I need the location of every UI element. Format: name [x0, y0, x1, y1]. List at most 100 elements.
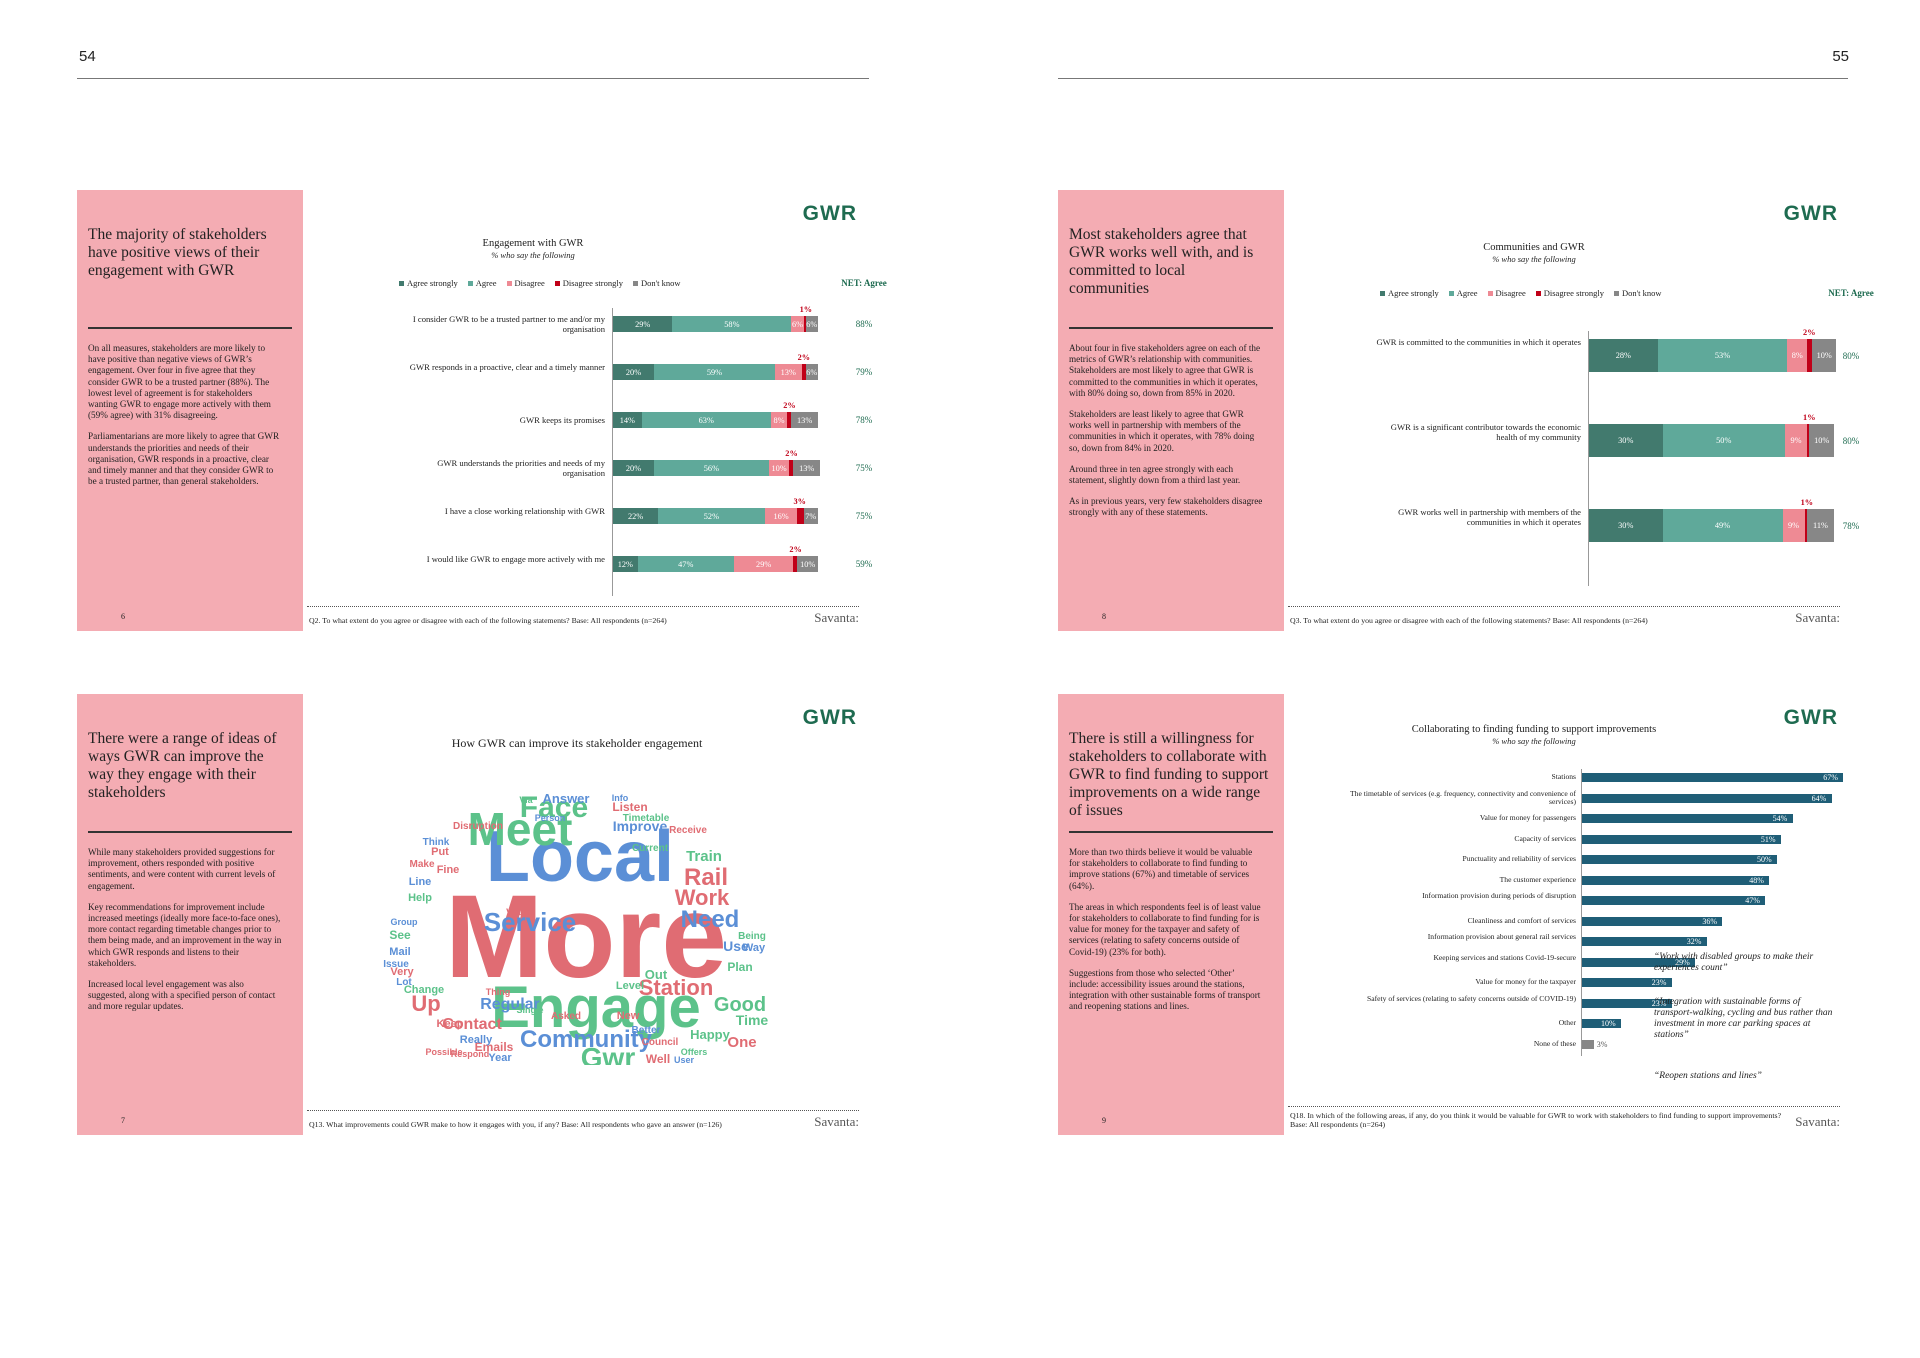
bar: [1582, 773, 1844, 782]
bar-value-label: 2%: [789, 545, 802, 554]
bar-value-label: 1%: [799, 305, 813, 314]
bar-segment: [789, 460, 794, 476]
word-cloud-word: Single: [516, 1005, 543, 1015]
divider: [88, 831, 292, 833]
bar-value-label: 51%: [1760, 834, 1776, 844]
category-label: Cleanliness and comfort of services: [1467, 915, 1576, 925]
chart-title: Collaborating to finding funding to supp…: [1411, 724, 1657, 735]
bar-value-label: 23%: [1651, 978, 1667, 987]
quote: “Reopen stations and lines”: [1654, 1071, 1762, 1081]
bar-value-label: 47%: [1745, 896, 1760, 905]
bar-segment: 13%: [791, 412, 818, 428]
body-paragraph: Key recommendations for improvement incl…: [88, 901, 282, 968]
word-cloud-word: Way: [743, 942, 766, 954]
slide-number: 9: [1102, 1116, 1106, 1125]
chart-legend: Agree strongly Agree Disagree Disagree stro…: [399, 278, 691, 288]
net-agree-header: NET: Agree: [841, 278, 887, 288]
bar: [1582, 916, 1723, 926]
bar: [1582, 855, 1777, 864]
word-cloud-word: Offers: [681, 1047, 708, 1057]
bar-segment: 56%: [654, 460, 769, 476]
net-agree-header: NET: Agree: [1828, 288, 1874, 298]
slide-6: The majority of stakeholders have positi…: [77, 190, 887, 631]
bar-value-label: 48%: [1749, 875, 1764, 885]
slide-heading: Most stakeholders agree that GWR works w…: [1069, 226, 1254, 297]
category-label: None of these: [1533, 1038, 1576, 1048]
legend-swatch: [632, 281, 638, 286]
bar-value-label: 36%: [1702, 916, 1718, 926]
slide-number: 7: [121, 1116, 125, 1125]
footnote: Q18. In which of the following areas, if…: [1290, 1111, 1782, 1129]
gwr-logo: GWR: [1783, 706, 1838, 729]
bar-value-label: 2%: [785, 449, 798, 458]
category-label: Safety of services (relating to safety c…: [1367, 993, 1576, 1003]
word-cloud-word: Council: [642, 1037, 679, 1048]
bar-value-label: 67%: [1823, 773, 1838, 782]
bar-segment: 10%: [797, 556, 818, 572]
word-cloud-word: Level: [616, 980, 644, 992]
bar-segment: [801, 364, 806, 380]
body-paragraph: Around three in ten agree strongly with …: [1069, 463, 1241, 486]
legend-label: Disagree: [1495, 288, 1526, 298]
chart-axis: [1581, 769, 1582, 1056]
chart-axis: [612, 308, 613, 596]
stacked-bar: 30% 49% 9% 11%: [1589, 509, 1834, 542]
word-cloud-word: Out: [645, 967, 668, 982]
bar: [1582, 896, 1766, 905]
bar-segment: 6%: [805, 364, 818, 380]
bar: [1582, 978, 1672, 987]
bar-segment: 10%: [1809, 424, 1834, 457]
bar-segment: 29%: [613, 316, 673, 332]
body-paragraph: More than two thirds believe it would be…: [1069, 847, 1253, 891]
bar: [1582, 957, 1696, 967]
gwr-logo: GWR: [802, 202, 857, 225]
word-cloud-word: Respond: [451, 1049, 490, 1059]
bar: [1582, 937, 1707, 946]
word-cloud-word: Person: [535, 813, 566, 823]
category-label: I consider GWR to be a trusted partner t…: [412, 314, 605, 334]
word-cloud-word: Help: [408, 892, 432, 904]
category-label: GWR is committed to the communities in w…: [1376, 337, 1581, 347]
legend-label: Don't know: [1621, 288, 1662, 298]
stacked-bar: 20% 56% 10% 13%: [613, 460, 821, 476]
text-panel: There is still a willingness for stakeho…: [1058, 694, 1284, 1135]
footer-rule: [1288, 606, 1840, 607]
word-cloud-word: New: [617, 1010, 640, 1022]
bar-segment: 7%: [803, 508, 818, 524]
footnote: Q2. To what extent do you agree or disag…: [309, 616, 667, 625]
category-label: Keeping services and stations Covid-19-s…: [1433, 952, 1576, 962]
stacked-bar: 22% 52% 16% 7%: [613, 508, 818, 524]
category-label: Information provision about general rail…: [1427, 932, 1576, 941]
word-cloud-word: Improve: [613, 818, 668, 834]
slide-8: Most stakeholders agree that GWR works w…: [1058, 190, 1874, 631]
legend-item: Disagree strongly: [554, 278, 623, 288]
legend-label: Don't know: [640, 278, 681, 288]
word-cloud-word: Good: [714, 994, 766, 1016]
bar-segment: [1807, 424, 1810, 457]
slide-number: 6: [121, 612, 125, 621]
slide-heading: There were a range of ideas of ways GWR …: [88, 730, 277, 801]
bar-segment: 59%: [654, 364, 775, 380]
bar: [1582, 998, 1672, 1008]
word-cloud-word: Being: [738, 931, 766, 942]
word-cloud-word: Put: [431, 846, 449, 858]
word-cloud-word: Better: [632, 1025, 661, 1036]
header-rule-right: [1058, 78, 1848, 79]
bar-segment: [787, 412, 792, 428]
bar-segment: 22%: [613, 508, 659, 524]
bar-value-label: 23%: [1651, 998, 1667, 1008]
bar-value-label: 32%: [1686, 937, 1702, 946]
word-cloud-word: Community: [520, 1026, 653, 1053]
slide-body: On all measures, stakeholders are more l…: [88, 343, 284, 497]
stacked-bar: 30% 50% 9% 10%: [1589, 424, 1834, 457]
legend-swatch: [1487, 291, 1493, 296]
word-cloud-word: Asked: [551, 1011, 581, 1022]
legend-swatch: [1380, 291, 1385, 296]
bar-segment: [1804, 509, 1808, 542]
legend-item: Don't know: [632, 278, 681, 288]
body-paragraph: About four in five stakeholders agree on…: [1069, 343, 1261, 398]
bar-segment: 13%: [793, 460, 821, 476]
bar-segment: 6%: [805, 316, 818, 332]
category-label: Stations: [1551, 772, 1576, 781]
legend-label: Agree strongly: [407, 278, 458, 288]
